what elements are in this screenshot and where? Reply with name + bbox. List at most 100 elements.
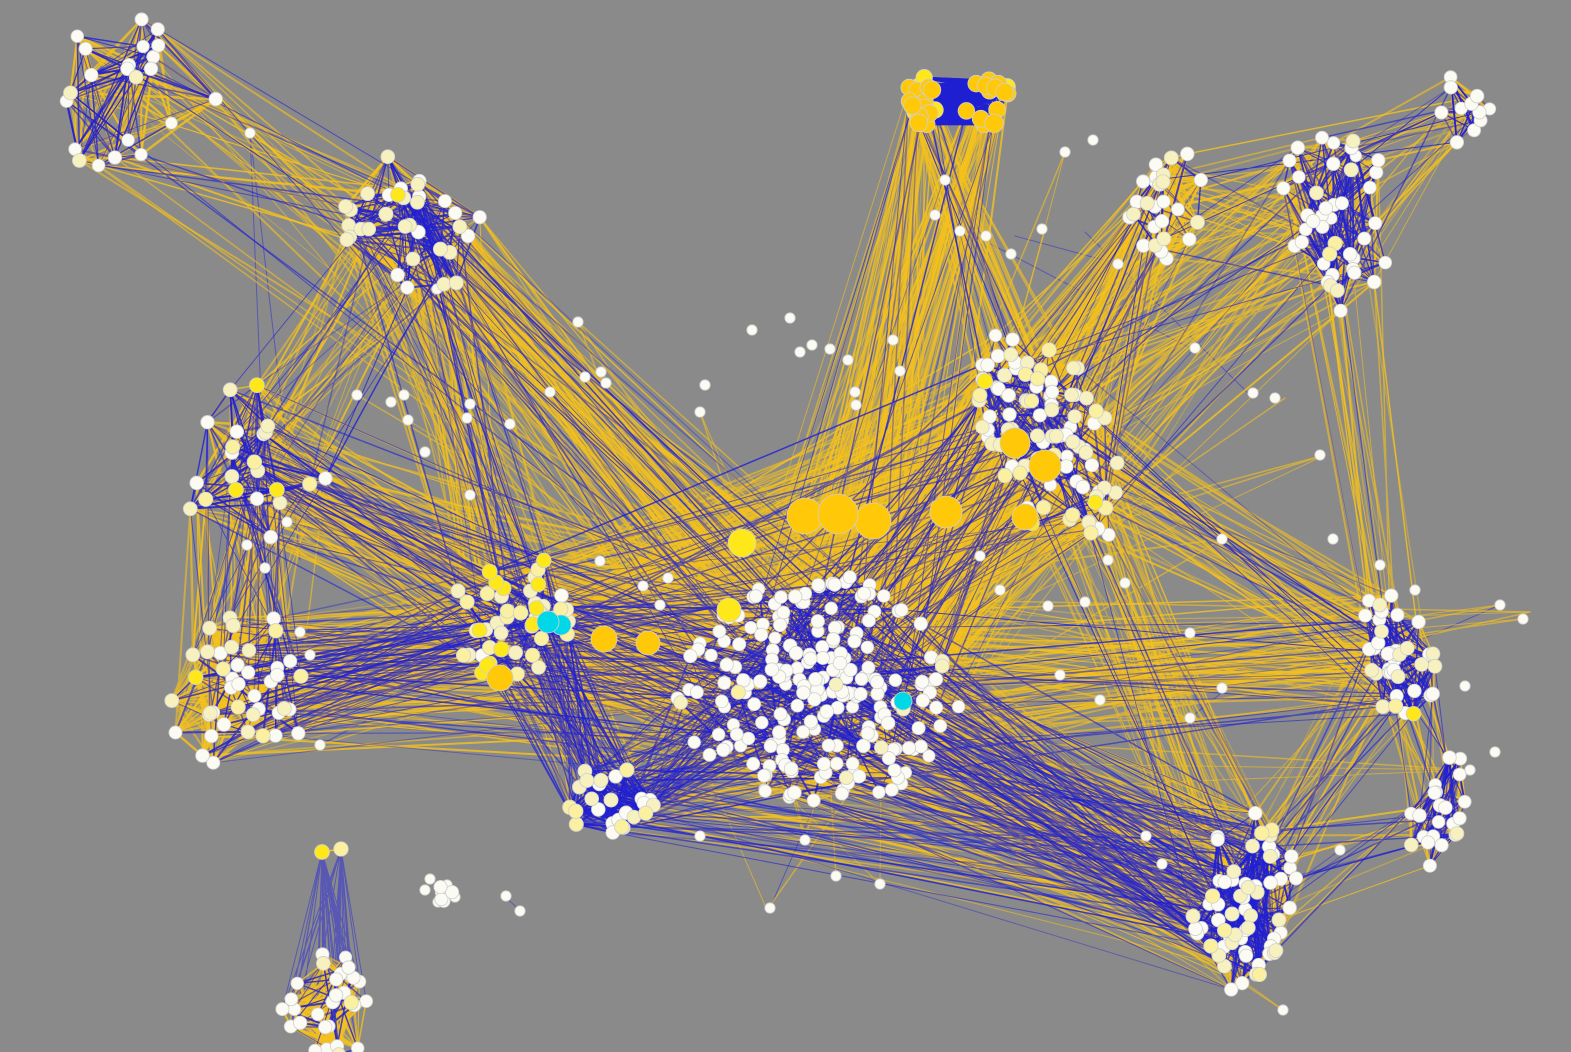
graph-node[interactable]	[1427, 658, 1443, 674]
graph-node[interactable]	[913, 739, 928, 754]
graph-node[interactable]	[637, 580, 649, 592]
graph-node[interactable]	[939, 174, 951, 186]
graph-node[interactable]	[120, 61, 135, 76]
graph-node[interactable]	[1452, 811, 1467, 826]
graph-node[interactable]	[284, 992, 299, 1007]
graph-node[interactable]	[1044, 402, 1060, 418]
graph-node[interactable]	[729, 727, 744, 742]
graph-node[interactable]	[471, 622, 488, 638]
graph-node[interactable]	[874, 878, 886, 890]
graph-node[interactable]	[1048, 428, 1064, 444]
graph-node[interactable]	[716, 742, 731, 757]
graph-node[interactable]	[107, 150, 123, 165]
graph-node[interactable]	[164, 693, 180, 709]
graph-node[interactable]	[1333, 303, 1348, 318]
graph-node[interactable]	[1263, 875, 1278, 890]
graph-node[interactable]	[339, 232, 355, 248]
graph-node[interactable]	[1322, 246, 1338, 262]
graph-node[interactable]	[437, 194, 452, 209]
graph-node[interactable]	[329, 972, 344, 987]
graph-node[interactable]	[263, 529, 279, 545]
graph-node[interactable]	[241, 643, 257, 658]
graph-node[interactable]	[1390, 607, 1405, 623]
graph-node[interactable]	[302, 476, 318, 492]
graph-node[interactable]	[1112, 258, 1124, 270]
graph-node[interactable]	[70, 29, 85, 43]
graph-node[interactable]	[259, 562, 271, 574]
graph-node[interactable]	[654, 599, 666, 611]
graph-node[interactable]	[1248, 805, 1263, 821]
graph-node[interactable]	[493, 625, 509, 641]
graph-node[interactable]	[1217, 922, 1233, 938]
graph-node[interactable]	[988, 328, 1003, 343]
graph-node[interactable]	[269, 667, 285, 683]
graph-node[interactable]	[934, 658, 950, 674]
graph-node[interactable]	[1064, 507, 1081, 523]
graph-node[interactable]	[1305, 214, 1321, 229]
graph-node[interactable]	[385, 396, 397, 408]
graph-node[interactable]	[275, 1002, 290, 1017]
graph-node[interactable]	[472, 210, 487, 225]
graph-node[interactable]	[499, 603, 515, 619]
graph-node[interactable]	[464, 398, 476, 410]
graph-node[interactable]	[1292, 170, 1306, 184]
graph-node[interactable]	[1059, 459, 1074, 474]
graph-node[interactable]	[997, 468, 1013, 484]
graph-node[interactable]	[128, 69, 144, 85]
node-layer[interactable]	[59, 12, 1529, 1052]
graph-node[interactable]	[150, 22, 165, 37]
graph-node[interactable]	[419, 446, 431, 458]
graph-node[interactable]	[424, 873, 436, 885]
graph-node[interactable]	[909, 113, 929, 133]
graph-node[interactable]	[911, 721, 926, 736]
graph-node[interactable]	[188, 669, 204, 685]
graph-node[interactable]	[714, 694, 729, 709]
graph-node[interactable]	[1087, 134, 1099, 146]
graph-node[interactable]	[683, 648, 698, 664]
graph-node[interactable]	[1326, 156, 1341, 171]
graph-node[interactable]	[1184, 712, 1196, 724]
graph-node[interactable]	[84, 67, 99, 83]
graph-node[interactable]	[1012, 465, 1028, 481]
graph-node[interactable]	[810, 614, 825, 629]
graph-node[interactable]	[514, 905, 526, 917]
graph-node[interactable]	[1180, 146, 1195, 162]
graph-node[interactable]	[224, 639, 240, 655]
graph-node[interactable]	[1064, 387, 1079, 403]
graph-node[interactable]	[1494, 599, 1506, 611]
graph-node[interactable]	[405, 251, 421, 267]
graph-node[interactable]	[245, 707, 261, 722]
graph-node[interactable]	[1163, 150, 1179, 166]
graph-node[interactable]	[216, 717, 232, 732]
graph-node[interactable]	[1032, 408, 1047, 423]
graph-node[interactable]	[1029, 428, 1045, 444]
graph-node[interactable]	[1203, 938, 1219, 954]
graph-node[interactable]	[134, 147, 148, 162]
graph-node[interactable]	[1358, 608, 1373, 623]
graph-node[interactable]	[1216, 682, 1228, 694]
graph-node[interactable]	[1431, 815, 1446, 829]
graph-node[interactable]	[1290, 140, 1306, 155]
graph-node[interactable]	[1254, 825, 1270, 841]
graph-node[interactable]	[590, 625, 618, 653]
graph-node[interactable]	[63, 85, 78, 101]
graph-node[interactable]	[1457, 794, 1472, 809]
graph-node[interactable]	[293, 1015, 308, 1030]
graph-node[interactable]	[1411, 614, 1426, 630]
graph-node[interactable]	[1388, 698, 1404, 714]
graph-node[interactable]	[1094, 694, 1106, 706]
graph-node[interactable]	[436, 276, 452, 292]
graph-node[interactable]	[922, 80, 942, 100]
graph-node[interactable]	[806, 339, 818, 351]
graph-node[interactable]	[860, 640, 875, 655]
graph-node[interactable]	[727, 528, 757, 558]
graph-node[interactable]	[1452, 767, 1467, 782]
graph-node[interactable]	[283, 654, 298, 669]
graph-node[interactable]	[268, 623, 284, 639]
graph-node[interactable]	[304, 649, 316, 661]
graph-node[interactable]	[554, 588, 569, 603]
graph-node[interactable]	[1005, 248, 1017, 260]
graph-node[interactable]	[888, 673, 903, 687]
graph-node[interactable]	[143, 61, 159, 76]
graph-node[interactable]	[803, 651, 818, 666]
